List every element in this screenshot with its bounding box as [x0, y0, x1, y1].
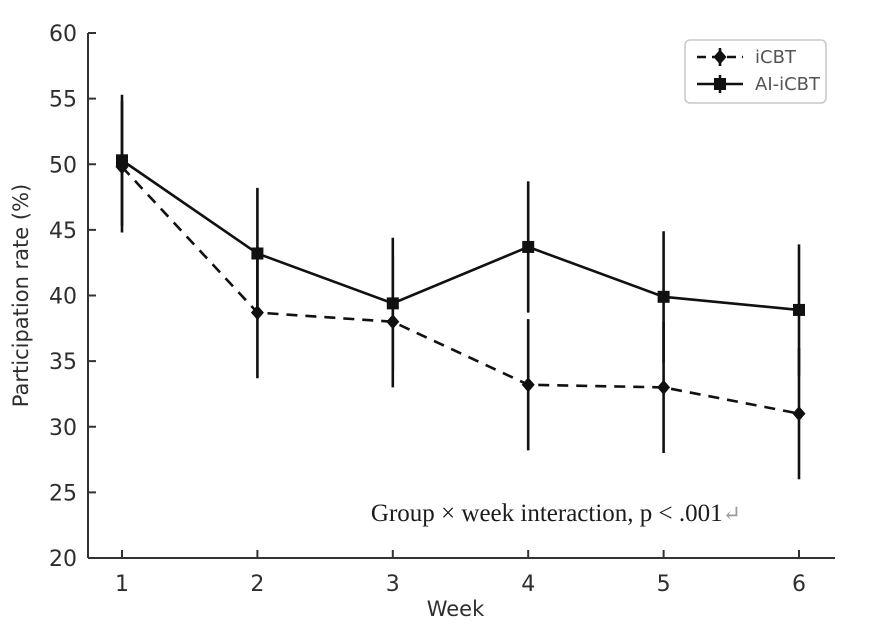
- data-point-marker-square: [793, 303, 805, 316]
- y-tick-label: 50: [49, 153, 77, 178]
- series-line-AI-iCBT: [121, 159, 800, 312]
- y-axis-title: Participation rate (%): [9, 184, 33, 407]
- y-tick-label: 35: [49, 350, 77, 375]
- series-iCBT: [115, 101, 806, 480]
- x-tick-label: 1: [115, 572, 129, 597]
- data-point-marker-diamond: [792, 406, 806, 422]
- y-tick-label: 45: [49, 219, 77, 244]
- y-tick-label: 40: [49, 285, 77, 310]
- x-tick-label: 3: [386, 572, 400, 597]
- data-point-marker-square: [116, 154, 128, 167]
- annotation-text: Group × week interaction, p < .001↵: [371, 500, 741, 527]
- x-axis-title: Week: [427, 597, 485, 621]
- y-tick-label: 20: [49, 547, 77, 572]
- legend-item-label: AI-iCBT: [755, 74, 821, 95]
- data-point-marker-diamond: [713, 49, 727, 65]
- return-mark-glyph: ↵: [723, 501, 741, 526]
- series-line-iCBT: [121, 165, 800, 415]
- legend-item-AI-iCBT: AI-iCBT: [697, 74, 821, 95]
- series-AI-iCBT: [116, 94, 805, 376]
- y-tick-label: 25: [49, 481, 77, 506]
- data-point-marker-square: [714, 78, 726, 90]
- legend: iCBT AI-iCBT: [684, 39, 827, 104]
- data-point-marker-square: [251, 247, 264, 260]
- x-tick-label: 6: [792, 572, 806, 597]
- data-point-marker-square: [522, 240, 535, 253]
- y-tick-label: 55: [49, 88, 77, 113]
- x-tick-label: 4: [521, 572, 535, 597]
- data-point-marker-diamond: [657, 379, 671, 395]
- data-point-marker-square: [657, 290, 670, 303]
- data-point-marker-square: [386, 297, 399, 310]
- data-point-marker-diamond: [521, 377, 535, 393]
- legend-item-iCBT: iCBT: [697, 47, 797, 68]
- y-tick-label: 60: [49, 22, 77, 47]
- legend-item-label: iCBT: [755, 47, 797, 68]
- y-tick-label: 30: [49, 416, 77, 441]
- x-tick-label: 5: [657, 572, 671, 597]
- x-tick-label: 2: [250, 572, 264, 597]
